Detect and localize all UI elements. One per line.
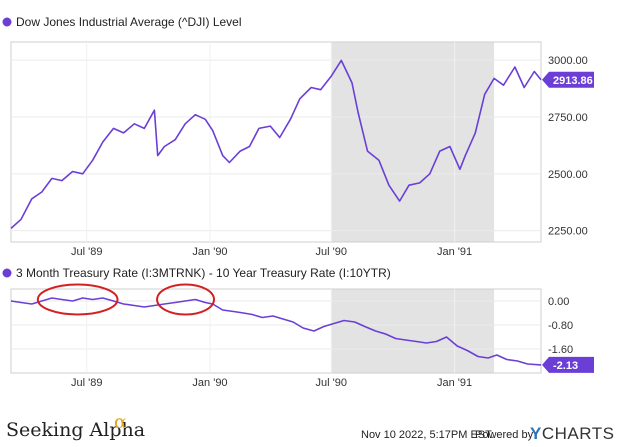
treasury-spread-series-line	[10, 297, 542, 366]
dow-jones-series-line	[10, 59, 542, 229]
highlight-circle	[36, 283, 119, 316]
bottom-x-tick-label: Jul '90	[316, 377, 347, 389]
highlight-circle	[156, 283, 216, 316]
top-x-tick-label: Jul '90	[316, 246, 347, 258]
bottom-recession-shading	[331, 289, 495, 373]
top-recession-shading	[331, 42, 495, 242]
seeking-alpha-logo: Seeking Alpha	[6, 419, 146, 441]
ycharts-logo: YCHARTS	[530, 424, 614, 444]
top-y-tick-label: 2750.00	[548, 112, 588, 124]
top-y-tick-label: 2250.00	[548, 226, 588, 238]
top-x-tick-label: Jan '90	[192, 246, 227, 258]
treasury-spread-last-value: -2.13	[553, 360, 578, 372]
dow-jones-legend-dot	[2, 17, 12, 27]
top-chart-title: Dow Jones Industrial Average (^DJI) Leve…	[16, 15, 242, 29]
bottom-chart-title: 3 Month Treasury Rate (I:3MTRNK) - 10 Ye…	[16, 266, 391, 280]
treasury-spread-legend-dot	[2, 268, 12, 278]
bottom-y-tick-label: -0.80	[548, 320, 573, 332]
treasury-spread-last-value-badge: -2.13	[542, 356, 594, 373]
top-y-tick-label: 3000.00	[548, 55, 588, 67]
top-x-tick-label: Jan '91	[437, 246, 472, 258]
top-y-tick-label: 2500.00	[548, 169, 588, 181]
dow-jones-last-value-badge: 2913.86	[542, 71, 594, 88]
bottom-x-tick-label: Jan '91	[437, 377, 472, 389]
seeking-alpha-alpha-mark: α	[114, 411, 127, 433]
dow-jones-last-value: 2913.86	[553, 75, 593, 87]
ycharts-logo-text: CHARTS	[541, 424, 615, 443]
bottom-x-tick-label: Jan '90	[192, 377, 227, 389]
top-x-tick-label: Jul '89	[71, 246, 102, 258]
bottom-y-tick-label: 0.00	[548, 296, 569, 308]
chart-timestamp: Nov 10 2022, 5:17PM EST.	[361, 429, 494, 441]
bottom-y-tick-label: -1.60	[548, 344, 573, 356]
powered-by-label: Powered by	[475, 429, 534, 441]
ycharts-logo-y: Y	[530, 424, 542, 443]
bottom-x-tick-label: Jul '89	[71, 377, 102, 389]
